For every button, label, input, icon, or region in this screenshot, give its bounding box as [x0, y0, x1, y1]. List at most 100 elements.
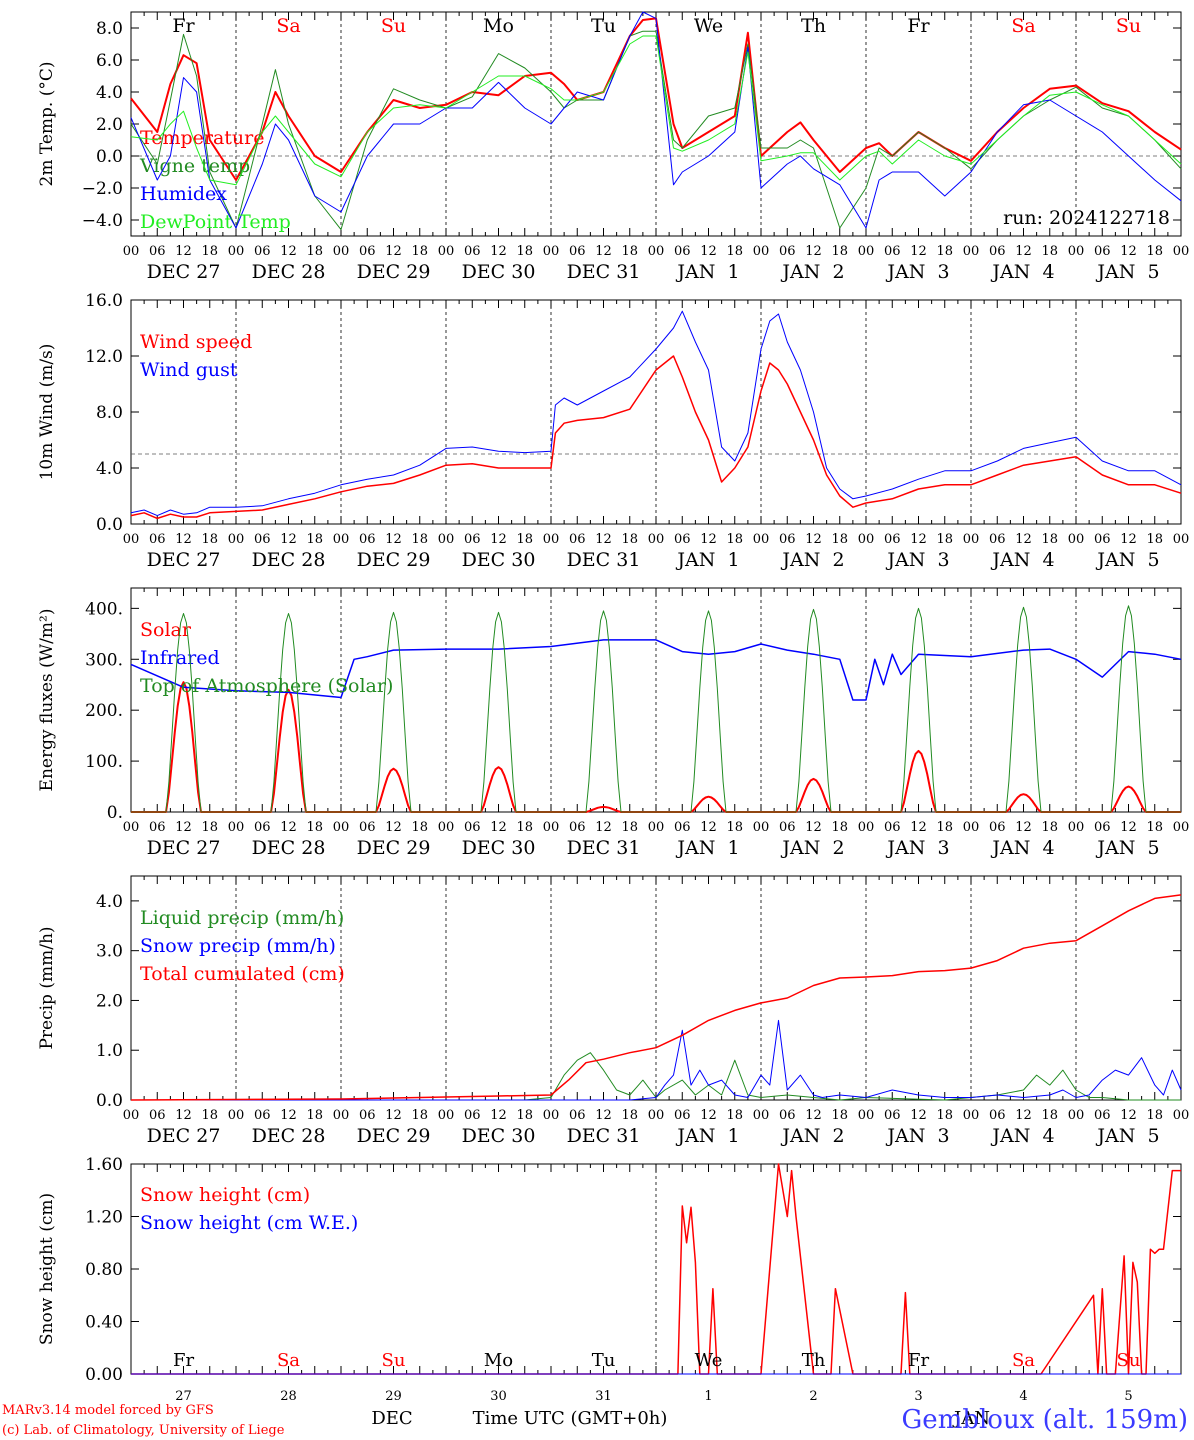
y-axis-label: Snow height (cm)	[37, 1193, 57, 1345]
weekday-label: Tu	[592, 1350, 616, 1371]
hour-tick-label: 12	[910, 820, 927, 835]
series-line-1	[130, 355, 1182, 520]
weekday-label: Fr	[907, 15, 930, 37]
date-label: DEC 27	[147, 1125, 221, 1147]
hour-tick-label: 18	[306, 244, 323, 259]
weekday-label: Tu	[591, 15, 616, 37]
date-label: DEC 30	[462, 1125, 536, 1147]
hour-tick-label: 12	[1015, 1108, 1032, 1123]
hour-tick-label: 00	[963, 1108, 980, 1123]
date-label: DEC 29	[357, 837, 431, 859]
hour-tick-label: 18	[201, 820, 218, 835]
hour-tick-label: 18	[726, 820, 743, 835]
hour-tick-label: 06	[464, 820, 481, 835]
legend-entry: Liquid precip (mm/h)	[140, 907, 344, 929]
hour-tick-label: 06	[464, 532, 481, 547]
hour-tick-label: 12	[490, 820, 507, 835]
date-label: JAN 2	[780, 1125, 844, 1147]
date-label: JAN 4	[990, 261, 1054, 283]
date-label: DEC 29	[357, 261, 431, 283]
hour-tick-label: 12	[175, 532, 192, 547]
legend-entry: Vigne temp	[139, 155, 250, 177]
day-number-label: 31	[595, 1389, 612, 1404]
weekday-label: Su	[382, 1350, 406, 1371]
y-tick-label: 0.80	[85, 1260, 123, 1280]
hour-tick-label: 06	[674, 1108, 691, 1123]
hour-tick-label: 06	[464, 244, 481, 259]
date-label: DEC 30	[462, 837, 536, 859]
day-number-label: 4	[1019, 1389, 1027, 1404]
y-tick-label: 0.00	[85, 1365, 123, 1385]
date-label: DEC 31	[567, 549, 641, 571]
hour-tick-label: 00	[333, 820, 350, 835]
hour-tick-label: 00	[438, 820, 455, 835]
legend-entry: Solar	[140, 619, 192, 641]
hour-tick-label: 12	[1120, 820, 1137, 835]
date-label: JAN 5	[1095, 261, 1159, 283]
legend-entry: Snow height (cm)	[140, 1184, 310, 1206]
y-tick-label: 8.0	[96, 19, 123, 39]
hour-tick-label: 18	[516, 532, 533, 547]
day-number-label: 1	[704, 1389, 712, 1404]
hour-tick-label: 00	[1173, 532, 1190, 547]
hour-tick-label: 00	[963, 244, 980, 259]
hour-tick-label: 00	[1068, 532, 1085, 547]
hour-tick-label: 18	[936, 1108, 953, 1123]
date-label: JAN 2	[780, 549, 844, 571]
hour-tick-label: 00	[963, 532, 980, 547]
hour-tick-label: 00	[228, 1108, 245, 1123]
hour-tick-label: 18	[936, 820, 953, 835]
series-line-1	[130, 17, 1182, 181]
hour-tick-label: 18	[726, 1108, 743, 1123]
day-number-label: 27	[175, 1389, 192, 1404]
hour-tick-label: 06	[569, 820, 586, 835]
date-label: DEC 31	[567, 837, 641, 859]
month-label: JAN	[952, 1408, 990, 1429]
hour-tick-label: 18	[621, 244, 638, 259]
hour-tick-label: 00	[1173, 244, 1190, 259]
y-tick-label: −4.0	[82, 211, 123, 231]
y-tick-label: 1.60	[85, 1155, 123, 1175]
hour-tick-label: 12	[805, 532, 822, 547]
hour-tick-label: 06	[674, 244, 691, 259]
hour-tick-label: 00	[543, 244, 560, 259]
date-label: JAN 5	[1095, 837, 1159, 859]
weekday-label: Sa	[1012, 1350, 1035, 1371]
hour-tick-label: 12	[1120, 532, 1137, 547]
hour-tick-label: 06	[674, 532, 691, 547]
date-label: JAN 1	[675, 1125, 739, 1147]
hour-tick-label: 06	[569, 1108, 586, 1123]
hour-tick-label: 00	[123, 532, 140, 547]
hour-tick-label: 06	[1094, 820, 1111, 835]
hour-tick-label: 18	[411, 532, 428, 547]
hour-tick-label: 12	[805, 1108, 822, 1123]
hour-tick-label: 00	[753, 244, 770, 259]
hour-tick-label: 12	[595, 532, 612, 547]
date-label: JAN 2	[780, 261, 844, 283]
y-axis-label: 2m Temp. (°C)	[37, 61, 57, 186]
weekday-label: We	[694, 15, 723, 37]
hour-tick-label: 06	[884, 1108, 901, 1123]
hour-tick-label: 00	[1173, 820, 1190, 835]
legend-entry: Humidex	[140, 183, 227, 205]
hour-tick-label: 18	[411, 1108, 428, 1123]
hour-tick-label: 00	[228, 820, 245, 835]
xaxis-label: Time UTC (GMT+0h)	[473, 1408, 668, 1429]
hour-tick-label: 06	[884, 820, 901, 835]
y-tick-label: −2.0	[82, 179, 123, 199]
hour-tick-label: 18	[516, 820, 533, 835]
weekday-label: Sa	[277, 1350, 300, 1371]
hour-tick-label: 12	[385, 1108, 402, 1123]
hour-tick-label: 00	[123, 1108, 140, 1123]
hour-tick-label: 06	[884, 244, 901, 259]
hour-tick-label: 06	[989, 1108, 1006, 1123]
hour-tick-label: 12	[805, 820, 822, 835]
hour-tick-label: 00	[858, 1108, 875, 1123]
date-label: DEC 28	[252, 549, 326, 571]
hour-tick-label: 18	[201, 1108, 218, 1123]
hour-tick-label: 18	[726, 532, 743, 547]
hour-tick-label: 06	[779, 532, 796, 547]
y-tick-label: 0.	[107, 803, 123, 823]
weekday-label: Mo	[483, 15, 514, 37]
hour-tick-label: 06	[989, 820, 1006, 835]
